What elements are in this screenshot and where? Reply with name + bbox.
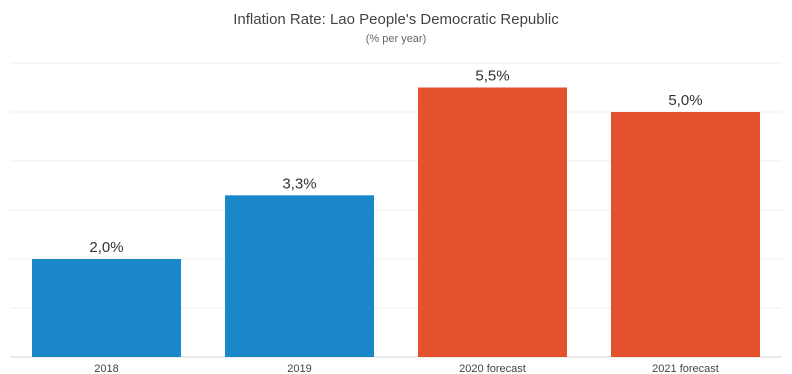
x-tick-label: 2018	[94, 363, 118, 374]
bars	[32, 87, 760, 357]
data-labels: 2,0% 3,3% 5,5% 5,0%	[89, 68, 702, 257]
x-tick-label: 2019	[287, 363, 311, 374]
x-axis-ticks: 2018 2019 2020 forecast 2021 forecast	[94, 363, 719, 374]
x-tick-label: 2021 forecast	[652, 363, 719, 374]
bar	[32, 259, 181, 357]
data-label: 2,0%	[89, 239, 123, 256]
data-label: 5,0%	[668, 92, 702, 109]
bar	[418, 87, 567, 357]
chart-subtitle: (% per year)	[365, 33, 427, 45]
bar	[225, 195, 374, 357]
data-label: 5,5%	[475, 68, 509, 85]
chart-title: Inflation Rate: Lao People's Democratic …	[233, 11, 559, 28]
bar	[611, 112, 760, 357]
x-tick-label: 2020 forecast	[459, 363, 526, 374]
data-label: 3,3%	[282, 175, 316, 192]
